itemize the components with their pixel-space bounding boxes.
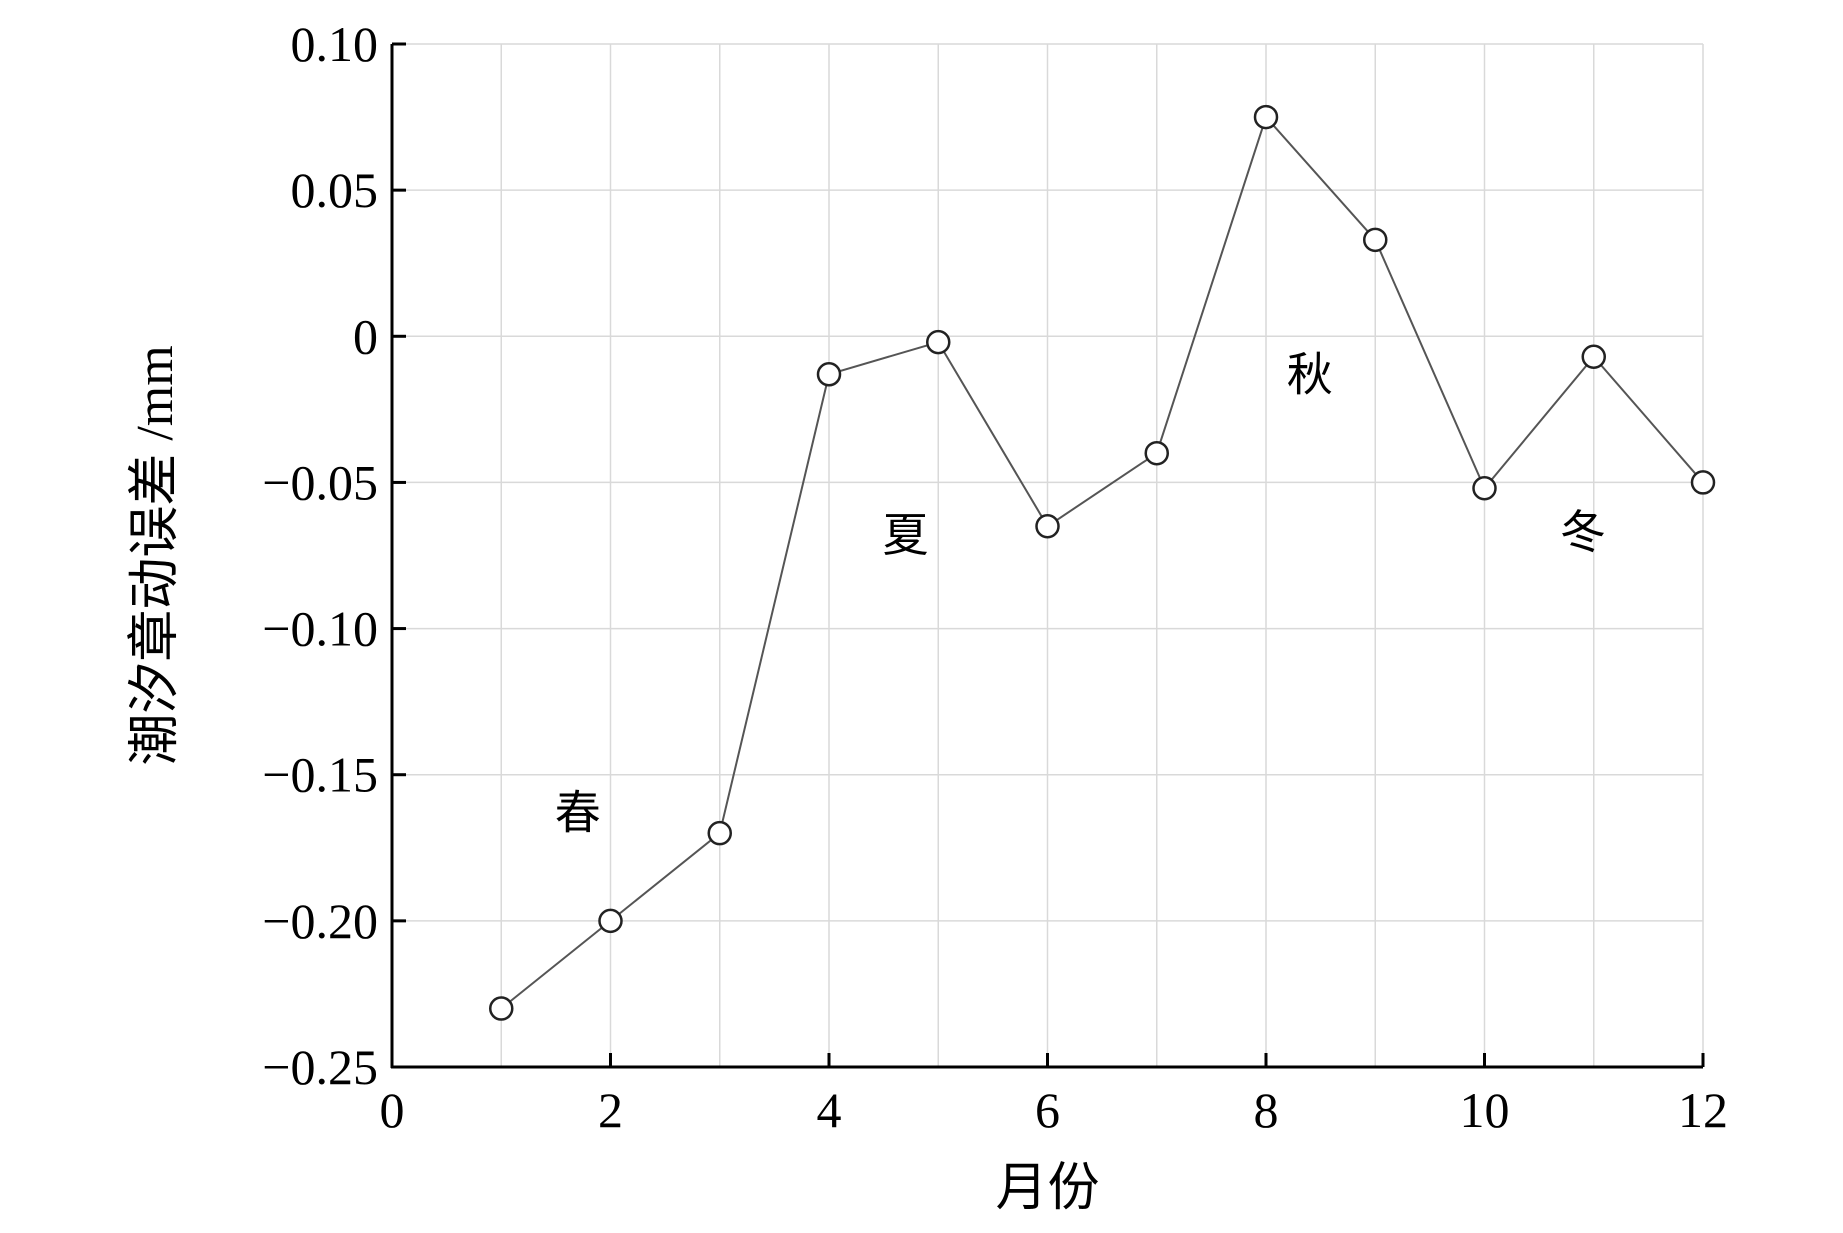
data-point-marker <box>1581 344 1606 369</box>
x-tick-label: 10 <box>1460 1082 1510 1138</box>
y-tick-label: 0.05 <box>291 162 379 218</box>
x-axis-title: 月份 <box>995 1160 1099 1217</box>
x-tick-label: 8 <box>1254 1082 1279 1138</box>
data-point-marker <box>926 329 951 355</box>
data-series <box>489 104 1716 1021</box>
season-annotation: 秋 <box>1287 349 1333 400</box>
y-tick-label: −0.05 <box>262 454 378 510</box>
data-point-marker <box>1690 470 1716 495</box>
y-tick-label: 0 <box>353 308 378 364</box>
x-tick-label: 12 <box>1678 1082 1728 1138</box>
season-annotations: 春 夏 秋冬 <box>555 349 1606 838</box>
x-tick-label: 0 <box>380 1082 405 1138</box>
data-point-marker <box>489 996 514 1021</box>
y-tick-label: −0.10 <box>262 601 378 657</box>
data-point-marker <box>1472 476 1497 501</box>
data-point-marker <box>1035 514 1060 539</box>
x-tick-label: 2 <box>598 1082 623 1138</box>
data-point-marker <box>707 820 732 846</box>
y-axis-title: 潮汐章动误差 /mm <box>126 345 184 765</box>
data-point-marker <box>816 362 842 387</box>
y-tick-label: −0.20 <box>262 893 378 949</box>
data-point-marker <box>598 908 623 934</box>
data-point-marker <box>1363 227 1388 253</box>
season-annotation: 春 <box>555 788 601 839</box>
axes: 0 2 4 6 8 10 12 0.10 0.05 0 −0.05 −0.10 −0.15 −0.20 −0… <box>262 16 1728 1138</box>
data-point-marker <box>1253 104 1279 130</box>
data-point-marker <box>1144 440 1169 466</box>
y-tick-label: −0.25 <box>262 1039 378 1095</box>
season-annotation: 夏 <box>882 510 928 561</box>
y-tick-label: 0.10 <box>291 16 379 72</box>
series-line <box>500 115 1704 1010</box>
season-annotation: 冬 <box>1560 507 1606 558</box>
grid-lines <box>392 43 1704 1068</box>
y-tick-label: −0.15 <box>262 747 378 803</box>
x-tick-label: 4 <box>817 1082 842 1138</box>
x-tick-label: 6 <box>1035 1082 1060 1138</box>
